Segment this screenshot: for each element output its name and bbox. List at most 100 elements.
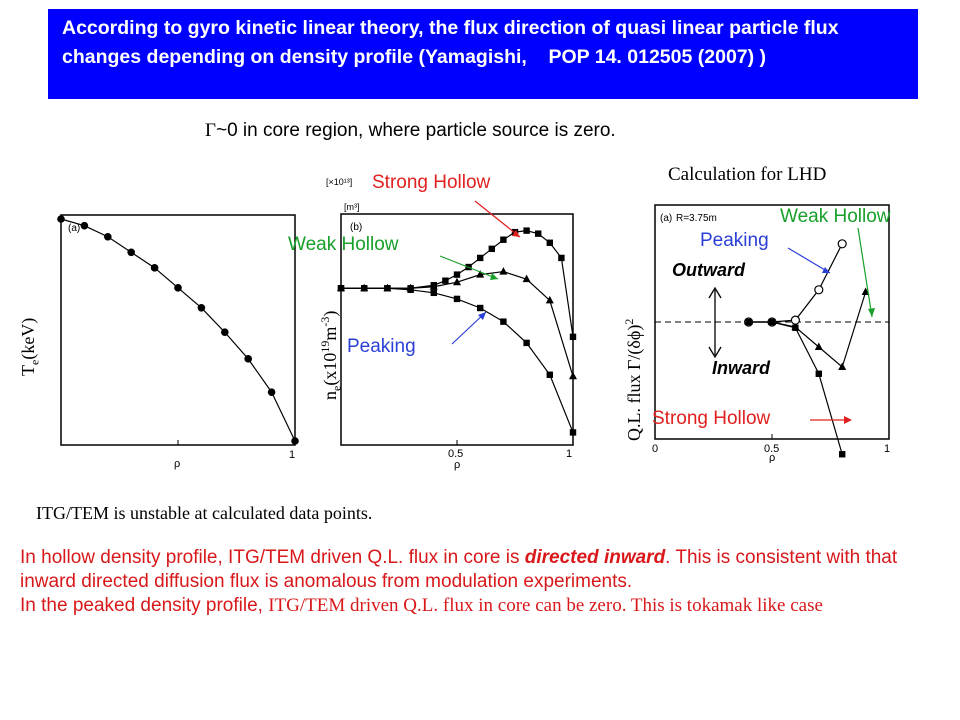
label-weak-hollow-b: Weak Hollow (288, 234, 399, 255)
data-point-a0-3 (127, 248, 135, 257)
data-point-c2-4 (839, 451, 846, 458)
data-point-a0-4 (150, 264, 159, 272)
arrow-peaking-c-head (822, 267, 830, 273)
data-point-a0-2 (104, 232, 112, 241)
data-point-b1-4 (429, 282, 438, 290)
panel-c-chart: (a) R=3.75m 0 0.5 1 ρ (652, 204, 890, 463)
data-point-b2-5 (453, 295, 461, 303)
label-inward: Inward (712, 358, 771, 378)
data-point-c2-2 (792, 324, 799, 331)
series-line-c0 (748, 291, 867, 369)
data-point-b2-9 (546, 371, 553, 378)
data-point-b2-10 (569, 429, 577, 436)
series-line-c1 (748, 243, 843, 323)
arrow-peaking-c (787, 247, 831, 274)
gamma-symbol: Γ (205, 120, 216, 141)
bottom-text: In hollow density profile, ITG/TEM drive… (20, 546, 945, 618)
gamma-note: Γ~0 in core region, where particle sourc… (205, 120, 616, 142)
title-banner: According to gyro kinetic linear theory,… (48, 9, 918, 99)
data-point-b2-1 (361, 285, 368, 292)
series-line-c2 (748, 321, 843, 455)
double-arrow-up (708, 286, 722, 299)
itg-note: ITG/TEM is unstable at calculated data p… (36, 503, 373, 523)
data-point-b1-7 (499, 267, 508, 275)
data-point-a0-9 (267, 388, 276, 396)
data-point-b2-4 (430, 289, 437, 297)
data-point-c0-3 (814, 342, 823, 350)
data-point-c1-4 (837, 239, 847, 249)
title-text: According to gyro kinetic linear theory,… (62, 17, 839, 68)
label-outward: Outward (672, 260, 746, 280)
data-point-c2-3 (815, 370, 822, 377)
double-arrow-down (708, 346, 722, 359)
data-point-c0-5 (861, 287, 870, 295)
panel-a-chart: (a) 1 ρ (57, 214, 299, 470)
data-point-a0-8 (244, 355, 252, 363)
series-line-b2 (341, 287, 574, 433)
data-point-b2-8 (523, 339, 530, 347)
data-point-b1-5 (453, 277, 461, 286)
panel-c-series (743, 239, 870, 458)
series-line-a0 (60, 218, 296, 442)
data-point-b0-14 (546, 239, 553, 246)
panel-b-tag: (b) (350, 222, 362, 233)
arrow-weak-hollow-head (490, 273, 498, 280)
panel-b-xtick-label-1: 1 (566, 448, 572, 460)
bottom-p2-a: In the peaked density profile, (20, 595, 269, 616)
data-point-b1-6 (476, 270, 485, 278)
data-point-a0-0 (57, 215, 65, 223)
label-strong-hollow-b: Strong Hollow (372, 172, 491, 193)
panel-a-ylabel: Te(keV) (18, 317, 42, 376)
panel-c-xtick-label-1: 1 (884, 443, 890, 455)
data-point-b1-8 (522, 274, 531, 283)
data-point-a0-1 (80, 221, 89, 230)
panel-b-series (337, 227, 577, 436)
label-peaking-c: Peaking (700, 230, 769, 251)
data-point-b2-2 (384, 285, 391, 292)
panel-a-series (57, 215, 299, 445)
data-point-b0-6 (453, 271, 461, 278)
data-point-c1-2 (790, 315, 800, 325)
label-weak-hollow-c: Weak Hollow (780, 206, 891, 227)
bottom-p1-em: directed inward (524, 547, 666, 568)
panel-b-chart: [×10¹³] [m³] (b) 0.5 1 ρ (326, 177, 577, 471)
panel-a-tag: (a) (68, 223, 80, 234)
data-point-b2-7 (500, 318, 507, 325)
data-point-b0-15 (558, 254, 565, 262)
arrow-strong-hollow-head (512, 230, 520, 237)
data-point-a0-6 (197, 304, 206, 312)
panel-c-tag: (a) (660, 213, 672, 224)
panel-c-xtick-label-0: 0 (652, 443, 658, 455)
bottom-p1-a: In hollow density profile, ITG/TEM drive… (20, 547, 525, 568)
data-point-c1-3 (814, 285, 824, 295)
data-point-b2-3 (407, 286, 414, 293)
data-point-a0-10 (291, 437, 299, 445)
data-point-b2-0 (337, 285, 345, 292)
data-point-b0-5 (442, 277, 449, 284)
panel-c-heading: Calculation for LHD (668, 164, 827, 185)
arrow-weak-hollow (439, 255, 499, 280)
data-point-b0-8 (477, 254, 484, 262)
arrow-weak-hollow-c (857, 227, 873, 318)
panel-a-xtick-label-1: 1 (289, 449, 295, 461)
panel-c-radius: R=3.75m (676, 213, 717, 224)
arrow-weak-hollow-c-head (868, 308, 875, 317)
panel-b-unit: [m³] (344, 202, 360, 212)
series-line-b1 (341, 270, 574, 377)
data-point-c2-0 (745, 318, 752, 326)
panel-a-xlabel: ρ (174, 458, 180, 470)
data-point-a0-5 (174, 284, 182, 292)
panel-c-xlabel: ρ (769, 452, 775, 463)
gamma-note-text: ~0 in core region, where particle source… (215, 120, 616, 141)
data-point-b1-9 (545, 295, 554, 304)
data-point-a0-7 (221, 328, 229, 337)
label-strong-hollow-c: Strong Hollow (652, 408, 771, 429)
panel-b-exp-label: [×10¹³] (326, 177, 352, 187)
arrow-strong-hollow-c-head (844, 416, 852, 424)
data-point-b0-10 (500, 236, 507, 243)
data-point-b0-16 (569, 333, 577, 341)
panel-b-xtick-label-05: 0.5 (448, 448, 463, 460)
label-peaking-b: Peaking (347, 336, 416, 357)
data-point-b0-12 (523, 227, 530, 234)
data-point-b0-9 (488, 245, 495, 253)
